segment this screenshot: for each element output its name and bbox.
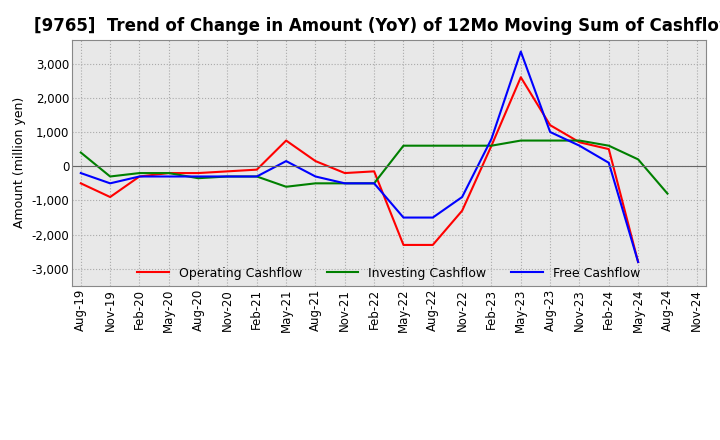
Investing Cashflow	[458, 143, 467, 148]
Free Cashflow	[253, 174, 261, 179]
Investing Cashflow	[546, 138, 554, 143]
Investing Cashflow	[253, 174, 261, 179]
Operating Cashflow	[253, 167, 261, 172]
Operating Cashflow	[399, 242, 408, 248]
Operating Cashflow	[428, 242, 437, 248]
Y-axis label: Amount (million yen): Amount (million yen)	[13, 97, 26, 228]
Operating Cashflow	[311, 158, 320, 164]
Investing Cashflow	[370, 181, 379, 186]
Free Cashflow	[605, 160, 613, 165]
Free Cashflow	[516, 49, 525, 54]
Investing Cashflow	[135, 170, 144, 176]
Free Cashflow	[282, 158, 290, 164]
Investing Cashflow	[605, 143, 613, 148]
Operating Cashflow	[106, 194, 114, 200]
Operating Cashflow	[575, 139, 584, 145]
Free Cashflow	[341, 181, 349, 186]
Operating Cashflow	[164, 170, 173, 176]
Investing Cashflow	[194, 176, 202, 181]
Free Cashflow	[428, 215, 437, 220]
Investing Cashflow	[575, 138, 584, 143]
Investing Cashflow	[663, 191, 672, 196]
Operating Cashflow	[546, 122, 554, 128]
Operating Cashflow	[223, 169, 232, 174]
Free Cashflow	[76, 170, 85, 176]
Investing Cashflow	[164, 170, 173, 176]
Operating Cashflow	[341, 170, 349, 176]
Operating Cashflow	[605, 147, 613, 152]
Free Cashflow	[135, 174, 144, 179]
Free Cashflow	[164, 174, 173, 179]
Investing Cashflow	[428, 143, 437, 148]
Free Cashflow	[194, 174, 202, 179]
Free Cashflow	[458, 194, 467, 200]
Operating Cashflow	[135, 174, 144, 179]
Investing Cashflow	[487, 143, 496, 148]
Investing Cashflow	[76, 150, 85, 155]
Investing Cashflow	[311, 181, 320, 186]
Free Cashflow	[311, 174, 320, 179]
Free Cashflow	[399, 215, 408, 220]
Operating Cashflow	[194, 170, 202, 176]
Investing Cashflow	[106, 174, 114, 179]
Free Cashflow	[223, 174, 232, 179]
Free Cashflow	[634, 260, 642, 265]
Line: Free Cashflow: Free Cashflow	[81, 51, 638, 262]
Free Cashflow	[370, 181, 379, 186]
Legend: Operating Cashflow, Investing Cashflow, Free Cashflow: Operating Cashflow, Investing Cashflow, …	[132, 262, 645, 285]
Investing Cashflow	[399, 143, 408, 148]
Operating Cashflow	[76, 181, 85, 186]
Free Cashflow	[575, 143, 584, 148]
Operating Cashflow	[516, 75, 525, 80]
Line: Operating Cashflow: Operating Cashflow	[81, 77, 638, 262]
Investing Cashflow	[634, 157, 642, 162]
Operating Cashflow	[458, 208, 467, 213]
Investing Cashflow	[341, 181, 349, 186]
Operating Cashflow	[282, 138, 290, 143]
Operating Cashflow	[487, 143, 496, 148]
Investing Cashflow	[516, 138, 525, 143]
Free Cashflow	[546, 129, 554, 135]
Operating Cashflow	[634, 260, 642, 265]
Investing Cashflow	[282, 184, 290, 189]
Free Cashflow	[487, 136, 496, 142]
Title: [9765]  Trend of Change in Amount (YoY) of 12Mo Moving Sum of Cashflows: [9765] Trend of Change in Amount (YoY) o…	[34, 17, 720, 35]
Line: Investing Cashflow: Investing Cashflow	[81, 140, 667, 194]
Free Cashflow	[106, 181, 114, 186]
Investing Cashflow	[223, 174, 232, 179]
Operating Cashflow	[370, 169, 379, 174]
